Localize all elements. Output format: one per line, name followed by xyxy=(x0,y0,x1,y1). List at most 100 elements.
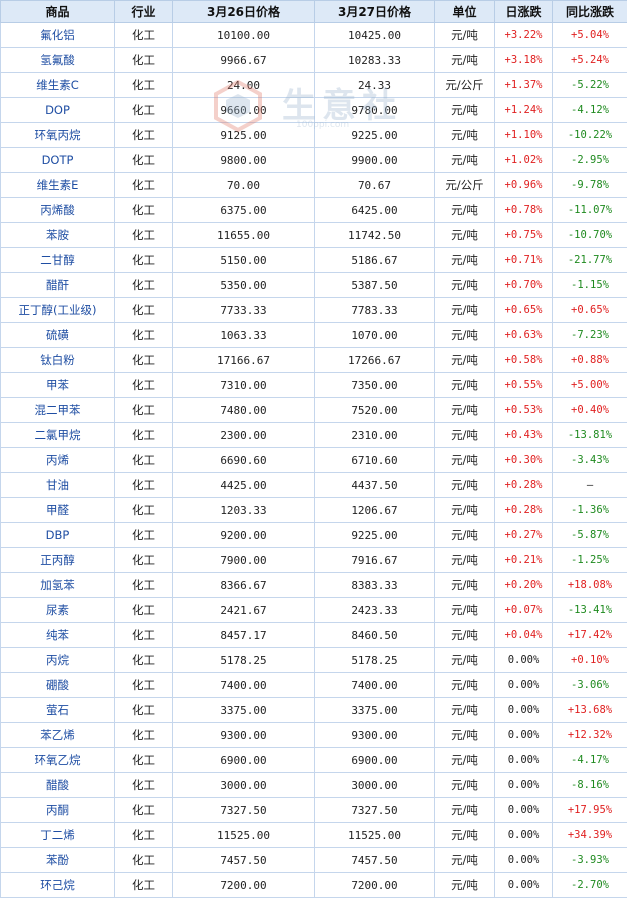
price-day2-cell: 5387.50 xyxy=(314,272,435,298)
commodity-name-link[interactable]: 甲苯 xyxy=(0,372,115,398)
commodity-name-link[interactable]: 醋酸 xyxy=(0,772,115,798)
commodity-name-link[interactable]: 加氢苯 xyxy=(0,572,115,598)
price-day2-cell: 8383.33 xyxy=(314,572,435,598)
commodity-name-link[interactable]: 苯乙烯 xyxy=(0,722,115,748)
commodity-name-link[interactable]: 二氯甲烷 xyxy=(0,422,115,448)
price-day2-cell: 17266.67 xyxy=(314,347,435,373)
industry-cell: 化工 xyxy=(114,147,173,173)
commodity-name-link[interactable]: 环己烷 xyxy=(0,872,115,898)
industry-cell: 化工 xyxy=(114,597,173,623)
yoy-change-cell: -4.17% xyxy=(552,747,627,773)
price-day1-cell: 9660.00 xyxy=(172,97,315,123)
price-day2-cell: 7520.00 xyxy=(314,397,435,423)
commodity-name-link[interactable]: 尿素 xyxy=(0,597,115,623)
unit-cell: 元/吨 xyxy=(434,272,495,298)
header-unit[interactable]: 单位 xyxy=(434,0,495,23)
price-day2-cell: 10425.00 xyxy=(314,22,435,48)
industry-cell: 化工 xyxy=(114,622,173,648)
table-row: 丁二烯 化工 11525.00 11525.00 元/吨 0.00% +34.39% xyxy=(0,822,627,848)
table-row: 苯乙烯 化工 9300.00 9300.00 元/吨 0.00% +12.32% xyxy=(0,722,627,748)
unit-cell: 元/吨 xyxy=(434,122,495,148)
commodity-name-link[interactable]: 醋酐 xyxy=(0,272,115,298)
unit-cell: 元/吨 xyxy=(434,322,495,348)
header-industry[interactable]: 行业 xyxy=(114,0,173,23)
commodity-name-link[interactable]: 甲醛 xyxy=(0,497,115,523)
unit-cell: 元/吨 xyxy=(434,347,495,373)
commodity-name-link[interactable]: 维生素C xyxy=(0,72,115,98)
industry-cell: 化工 xyxy=(114,322,173,348)
header-yoy-change[interactable]: 同比涨跌 xyxy=(552,0,627,23)
commodity-name-link[interactable]: 丙烯酸 xyxy=(0,197,115,223)
unit-cell: 元/吨 xyxy=(434,722,495,748)
yoy-change-cell: -21.77% xyxy=(552,247,627,273)
industry-cell: 化工 xyxy=(114,22,173,48)
commodity-name-link[interactable]: 苯胺 xyxy=(0,222,115,248)
industry-cell: 化工 xyxy=(114,572,173,598)
price-day2-cell: 3000.00 xyxy=(314,772,435,798)
header-price-day2[interactable]: 3月27日价格 xyxy=(314,0,435,23)
commodity-name-link[interactable]: 维生素E xyxy=(0,172,115,198)
price-day2-cell: 70.67 xyxy=(314,172,435,198)
daily-change-cell: 0.00% xyxy=(494,772,553,798)
price-day2-cell: 9300.00 xyxy=(314,722,435,748)
price-day2-cell: 6900.00 xyxy=(314,747,435,773)
unit-cell: 元/吨 xyxy=(434,697,495,723)
unit-cell: 元/吨 xyxy=(434,597,495,623)
header-commodity[interactable]: 商品 xyxy=(0,0,115,23)
price-day1-cell: 11655.00 xyxy=(172,222,315,248)
header-price-day1[interactable]: 3月26日价格 xyxy=(172,0,315,23)
price-day1-cell: 8366.67 xyxy=(172,572,315,598)
yoy-change-cell: -3.93% xyxy=(552,847,627,873)
table-row: DOTP 化工 9800.00 9900.00 元/吨 +1.02% -2.95% xyxy=(0,147,627,173)
commodity-name-link[interactable]: 二甘醇 xyxy=(0,247,115,273)
commodity-name-link[interactable]: 氢氟酸 xyxy=(0,47,115,73)
commodity-name-link[interactable]: 甘油 xyxy=(0,472,115,498)
industry-cell: 化工 xyxy=(114,697,173,723)
commodity-name-link[interactable]: 环氧丙烷 xyxy=(0,122,115,148)
commodity-name-link[interactable]: DBP xyxy=(0,522,115,548)
unit-cell: 元/吨 xyxy=(434,47,495,73)
price-day1-cell: 9800.00 xyxy=(172,147,315,173)
commodity-name-link[interactable]: 萤石 xyxy=(0,697,115,723)
yoy-change-cell: -2.70% xyxy=(552,872,627,898)
commodity-name-link[interactable]: 正丙醇 xyxy=(0,547,115,573)
daily-change-cell: +0.28% xyxy=(494,472,553,498)
price-day1-cell: 4425.00 xyxy=(172,472,315,498)
price-day2-cell: 7457.50 xyxy=(314,847,435,873)
price-day2-cell: 7916.67 xyxy=(314,547,435,573)
commodity-name-link[interactable]: 硼酸 xyxy=(0,672,115,698)
commodity-name-link[interactable]: 氟化铝 xyxy=(0,22,115,48)
unit-cell: 元/吨 xyxy=(434,447,495,473)
commodity-name-link[interactable]: 混二甲苯 xyxy=(0,397,115,423)
industry-cell: 化工 xyxy=(114,72,173,98)
price-day1-cell: 7900.00 xyxy=(172,547,315,573)
commodity-name-link[interactable]: 丙烯 xyxy=(0,447,115,473)
commodity-name-link[interactable]: 丙酮 xyxy=(0,797,115,823)
commodity-name-link[interactable]: 纯苯 xyxy=(0,622,115,648)
yoy-change-cell: -1.25% xyxy=(552,547,627,573)
price-day1-cell: 5178.25 xyxy=(172,647,315,673)
commodity-name-link[interactable]: 正丁醇(工业级) xyxy=(0,297,115,323)
commodity-name-link[interactable]: 硫磺 xyxy=(0,322,115,348)
commodity-name-link[interactable]: DOP xyxy=(0,97,115,123)
commodity-name-link[interactable]: 苯酚 xyxy=(0,847,115,873)
table-row: 环氧丙烷 化工 9125.00 9225.00 元/吨 +1.10% -10.22% xyxy=(0,122,627,148)
daily-change-cell: 0.00% xyxy=(494,672,553,698)
unit-cell: 元/吨 xyxy=(434,847,495,873)
commodity-name-link[interactable]: 丙烷 xyxy=(0,647,115,673)
industry-cell: 化工 xyxy=(114,172,173,198)
header-daily-change[interactable]: 日涨跌 xyxy=(494,0,553,23)
daily-change-cell: +0.43% xyxy=(494,422,553,448)
commodity-name-link[interactable]: 丁二烯 xyxy=(0,822,115,848)
table-row: 加氢苯 化工 8366.67 8383.33 元/吨 +0.20% +18.08% xyxy=(0,572,627,598)
yoy-change-cell: +5.24% xyxy=(552,47,627,73)
yoy-change-cell: -8.16% xyxy=(552,772,627,798)
commodity-name-link[interactable]: 环氧乙烷 xyxy=(0,747,115,773)
yoy-change-cell: -3.06% xyxy=(552,672,627,698)
commodity-name-link[interactable]: DOTP xyxy=(0,147,115,173)
yoy-change-cell: +18.08% xyxy=(552,572,627,598)
yoy-change-cell: +5.00% xyxy=(552,372,627,398)
commodity-name-link[interactable]: 钛白粉 xyxy=(0,347,115,373)
daily-change-cell: 0.00% xyxy=(494,797,553,823)
